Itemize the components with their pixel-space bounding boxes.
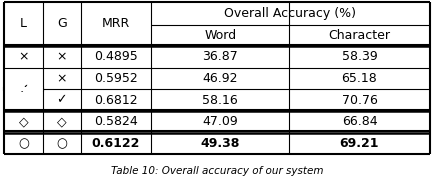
Text: 66.84: 66.84 — [342, 115, 377, 128]
Text: 0.6122: 0.6122 — [92, 137, 140, 150]
Text: Table 10: Overall accuracy of our system: Table 10: Overall accuracy of our system — [111, 166, 323, 176]
Text: ×: × — [56, 72, 67, 85]
Text: 58.39: 58.39 — [342, 50, 377, 63]
Text: 0.6812: 0.6812 — [94, 94, 138, 107]
Text: ◇: ◇ — [57, 115, 66, 128]
Text: ○: ○ — [18, 137, 29, 150]
Text: MRR: MRR — [102, 17, 130, 30]
Text: 58.16: 58.16 — [202, 94, 238, 107]
Text: ✓: ✓ — [18, 83, 29, 96]
Text: 49.38: 49.38 — [201, 137, 240, 150]
Text: 47.09: 47.09 — [202, 115, 238, 128]
Text: Word: Word — [204, 29, 236, 42]
Text: 0.5952: 0.5952 — [94, 72, 138, 85]
Bar — [4, 87, 43, 91]
Text: ○: ○ — [56, 137, 67, 150]
Text: L: L — [20, 17, 27, 30]
Text: ×: × — [18, 50, 29, 63]
Text: 70.76: 70.76 — [342, 94, 378, 107]
Text: Overall Accuracy (%): Overall Accuracy (%) — [224, 7, 356, 20]
Text: Character: Character — [329, 29, 391, 42]
Text: ✓: ✓ — [56, 94, 67, 107]
Text: 46.92: 46.92 — [202, 72, 238, 85]
Text: ◇: ◇ — [19, 115, 28, 128]
Text: 0.5824: 0.5824 — [94, 115, 138, 128]
Text: 65.18: 65.18 — [342, 72, 377, 85]
Text: 36.87: 36.87 — [202, 50, 238, 63]
Text: 69.21: 69.21 — [340, 137, 379, 150]
Text: 0.4895: 0.4895 — [94, 50, 138, 63]
Text: ×: × — [56, 50, 67, 63]
Text: G: G — [57, 17, 67, 30]
